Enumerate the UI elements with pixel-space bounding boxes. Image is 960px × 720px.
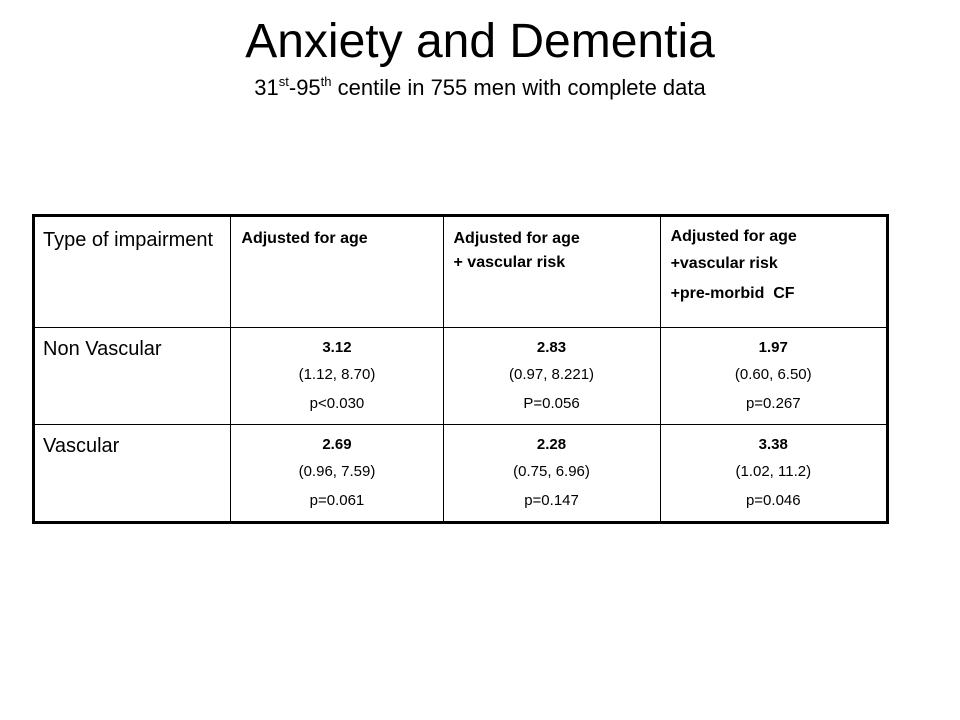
results-table: Type of impairment Adjusted for age Adju… [32, 214, 889, 524]
row-label-non-vascular: Non Vascular [32, 327, 232, 425]
cell-non-vascular-age-vascular: 2.83 (0.97, 8.221) P=0.056 [442, 327, 661, 425]
cell-p-value: p=0.147 [524, 492, 579, 509]
cell-ci: (0.75, 6.96) [513, 463, 590, 480]
cell-ci: (0.60, 6.50) [734, 366, 812, 383]
header-col2-line1: Adjusted for age [453, 230, 580, 247]
header-col2-line2: + vascular risk [453, 254, 566, 271]
cell-non-vascular-age-vascular-cf: 1.97 (0.60, 6.50) p=0.267 [659, 327, 889, 425]
cell-non-vascular-age: 3.12 (1.12, 8.70) p<0.030 [230, 327, 444, 425]
header-type-of-impairment: Type of impairment [32, 215, 232, 328]
cell-vascular-age: 2.69 (0.96, 7.59) p=0.061 [230, 424, 444, 523]
header-adjusted-age-vascular-cf: Adjusted for age +vascular risk +pre-mor… [659, 215, 889, 328]
header-col3-line2: +vascular risk [670, 255, 778, 272]
header-col3-line1: Adjusted for age [670, 228, 797, 245]
subtitle-part1: 31 [254, 75, 279, 100]
cell-ci: (0.97, 8.221) [509, 366, 595, 383]
cell-vascular-age-vascular-cf: 3.38 (1.02, 11.2) p=0.046 [659, 424, 889, 523]
cell-ci: (1.12, 8.70) [298, 366, 376, 383]
table-header-row: Type of impairment Adjusted for age Adju… [32, 215, 889, 328]
cell-estimate: 3.38 [758, 436, 788, 453]
subtitle-part3: centile in 755 men with complete data [331, 75, 706, 100]
cell-ci: (0.96, 7.59) [298, 463, 376, 480]
cell-p-value: P=0.056 [523, 395, 580, 412]
cell-estimate: 1.97 [758, 339, 788, 356]
cell-p-value: p<0.030 [309, 395, 365, 412]
slide-title: Anxiety and Dementia [245, 15, 715, 68]
subtitle-part2: -95 [288, 75, 321, 100]
cell-vascular-age-vascular: 2.28 (0.75, 6.96) p=0.147 [442, 424, 661, 523]
subtitle-sup1: st [278, 74, 289, 89]
header-adjusted-age: Adjusted for age [230, 215, 444, 328]
cell-p-value: p=0.046 [745, 492, 801, 509]
header-col3-line3: +pre-morbid CF [670, 285, 795, 302]
slide-subtitle: 31st-95th centile in 755 men with comple… [0, 72, 960, 104]
cell-ci: (1.02, 11.2) [735, 463, 812, 480]
header-adjusted-age-label: Adjusted for age [241, 230, 368, 247]
subtitle-sup2: th [320, 74, 332, 89]
table-row: Non Vascular 3.12 (1.12, 8.70) p<0.030 2… [32, 327, 889, 425]
header-adjusted-age-vascular: Adjusted for age + vascular risk [442, 215, 661, 328]
cell-estimate: 2.83 [536, 339, 567, 356]
cell-p-value: p=0.267 [745, 395, 801, 412]
cell-estimate: 2.28 [536, 436, 567, 453]
cell-estimate: 2.69 [322, 436, 352, 453]
cell-p-value: p=0.061 [309, 492, 365, 509]
cell-estimate: 3.12 [322, 339, 352, 356]
table-row: Vascular 2.69 (0.96, 7.59) p=0.061 2.28 … [32, 424, 889, 523]
row-label-vascular: Vascular [32, 424, 232, 523]
